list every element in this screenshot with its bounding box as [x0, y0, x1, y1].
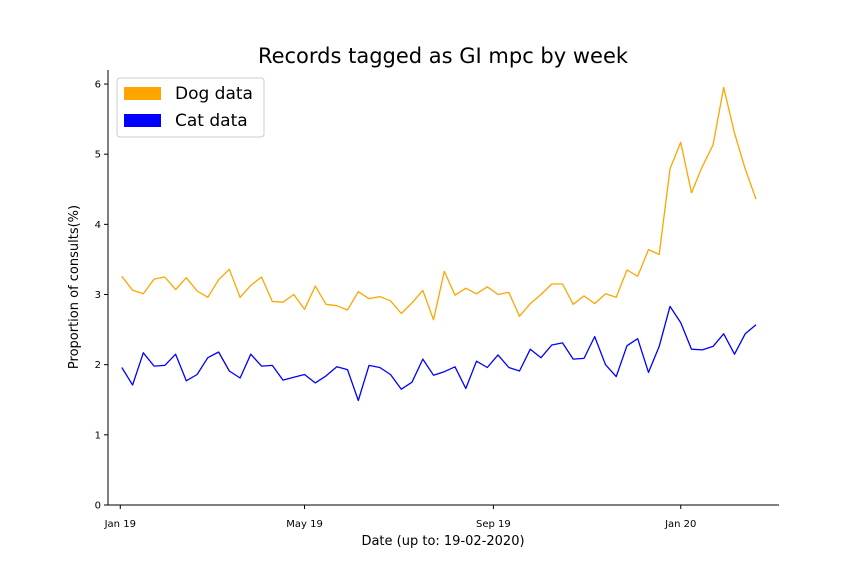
legend-label-cat: Cat data — [175, 111, 248, 131]
x-axis-label: Date (up to: 19-02-2020) — [361, 534, 524, 549]
x-axis: Jan 19 May 19 Sep 19 Jan 20 — [104, 504, 779, 530]
series-line-dog — [121, 86, 757, 321]
y-tick-label: 6 — [95, 80, 101, 91]
legend-swatch-cat — [124, 114, 161, 127]
y-tick-label: 3 — [95, 290, 101, 301]
x-tick-label: Jan 20 — [664, 519, 696, 530]
x-tick-label: Sep 19 — [476, 519, 511, 530]
y-tick-label: 1 — [95, 430, 101, 441]
series-line-cat — [121, 305, 757, 402]
y-tick-label: 4 — [95, 220, 101, 231]
x-tick-label: Jan 19 — [104, 519, 136, 530]
legend: Dog data Cat data — [116, 77, 265, 138]
y-tick-label: 5 — [95, 150, 101, 161]
y-tick-label: 0 — [95, 501, 101, 512]
legend-label-dog: Dog data — [175, 84, 253, 104]
y-axis: 0 1 2 3 4 5 6 — [95, 70, 109, 512]
x-tick-label: May 19 — [286, 519, 323, 530]
y-tick-label: 2 — [95, 360, 101, 371]
y-axis-label: Proportion of consults(%) — [67, 205, 82, 369]
legend-swatch-dog — [124, 87, 161, 100]
chart-title: Records tagged as GI mpc by week — [258, 44, 629, 68]
series-layer — [121, 86, 757, 402]
